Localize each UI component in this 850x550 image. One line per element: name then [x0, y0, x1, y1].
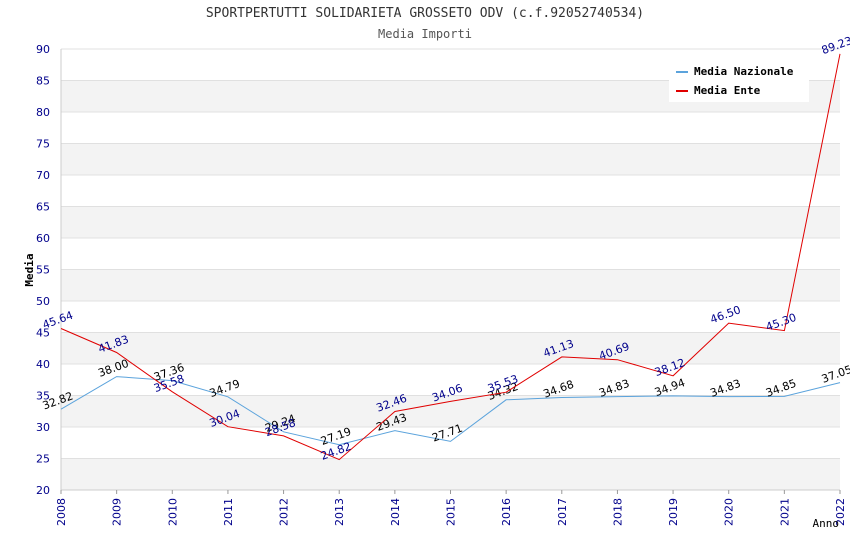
x-tick-label: 2015 — [445, 498, 458, 526]
y-tick-label: 25 — [36, 453, 50, 466]
y-tick-label: 90 — [36, 43, 50, 56]
x-tick-label: 2013 — [333, 498, 346, 526]
grid-band — [61, 458, 840, 490]
x-tick-label: 2022 — [834, 498, 847, 526]
x-axis-title: Anno — [813, 517, 840, 530]
x-tick-label: 2021 — [778, 498, 791, 526]
series-line-media-ente — [60, 53, 841, 461]
y-axis-title: Media — [23, 253, 36, 286]
y-tick-label: 40 — [36, 358, 50, 371]
grid-band — [61, 206, 840, 238]
x-tick-label: 2008 — [55, 498, 68, 526]
y-tick-label: 30 — [36, 421, 50, 434]
chart-subtitle: Media Importi — [378, 27, 472, 41]
series-line-media-nazionale — [60, 376, 841, 446]
y-tick-label: 60 — [36, 232, 50, 245]
x-tick-label: 2010 — [166, 498, 179, 526]
y-tick-label: 80 — [36, 106, 50, 119]
x-tick-label: 2017 — [556, 498, 569, 526]
data-label-media-ente: 89.23 — [820, 34, 850, 57]
data-label-media-nazionale: 37.05 — [820, 363, 850, 386]
y-tick-label: 45 — [36, 327, 50, 340]
grid-band — [61, 269, 840, 301]
x-tick-label: 2014 — [389, 498, 402, 526]
y-tick-label: 55 — [36, 264, 50, 277]
y-tick-label: 35 — [36, 390, 50, 403]
y-tick-label: 70 — [36, 169, 50, 182]
y-tick-label: 85 — [36, 75, 50, 88]
data-label-media-ente: 45.64 — [41, 309, 75, 332]
grid-band — [61, 143, 840, 175]
legend-box — [669, 60, 809, 102]
y-tick-label: 75 — [36, 138, 50, 151]
grid-band — [61, 395, 840, 427]
legend-item: Media Ente — [694, 84, 761, 97]
legend-item: Media Nazionale — [694, 65, 794, 78]
x-tick-label: 2018 — [611, 498, 624, 526]
x-tick-label: 2012 — [278, 498, 291, 526]
x-tick-label: 2009 — [111, 498, 124, 526]
x-tick-label: 2011 — [222, 498, 235, 526]
y-tick-label: 65 — [36, 201, 50, 214]
chart-title: SPORTPERTUTTI SOLIDARIETA GROSSETO ODV (… — [205, 6, 645, 21]
y-tick-label: 20 — [36, 484, 50, 497]
y-tick-label: 50 — [36, 295, 50, 308]
x-tick-label: 2020 — [723, 498, 736, 526]
grid-band — [61, 332, 840, 364]
data-label-media-ente: 46.50 — [708, 303, 742, 326]
x-tick-label: 2019 — [667, 498, 680, 526]
x-tick-label: 2016 — [500, 498, 513, 526]
